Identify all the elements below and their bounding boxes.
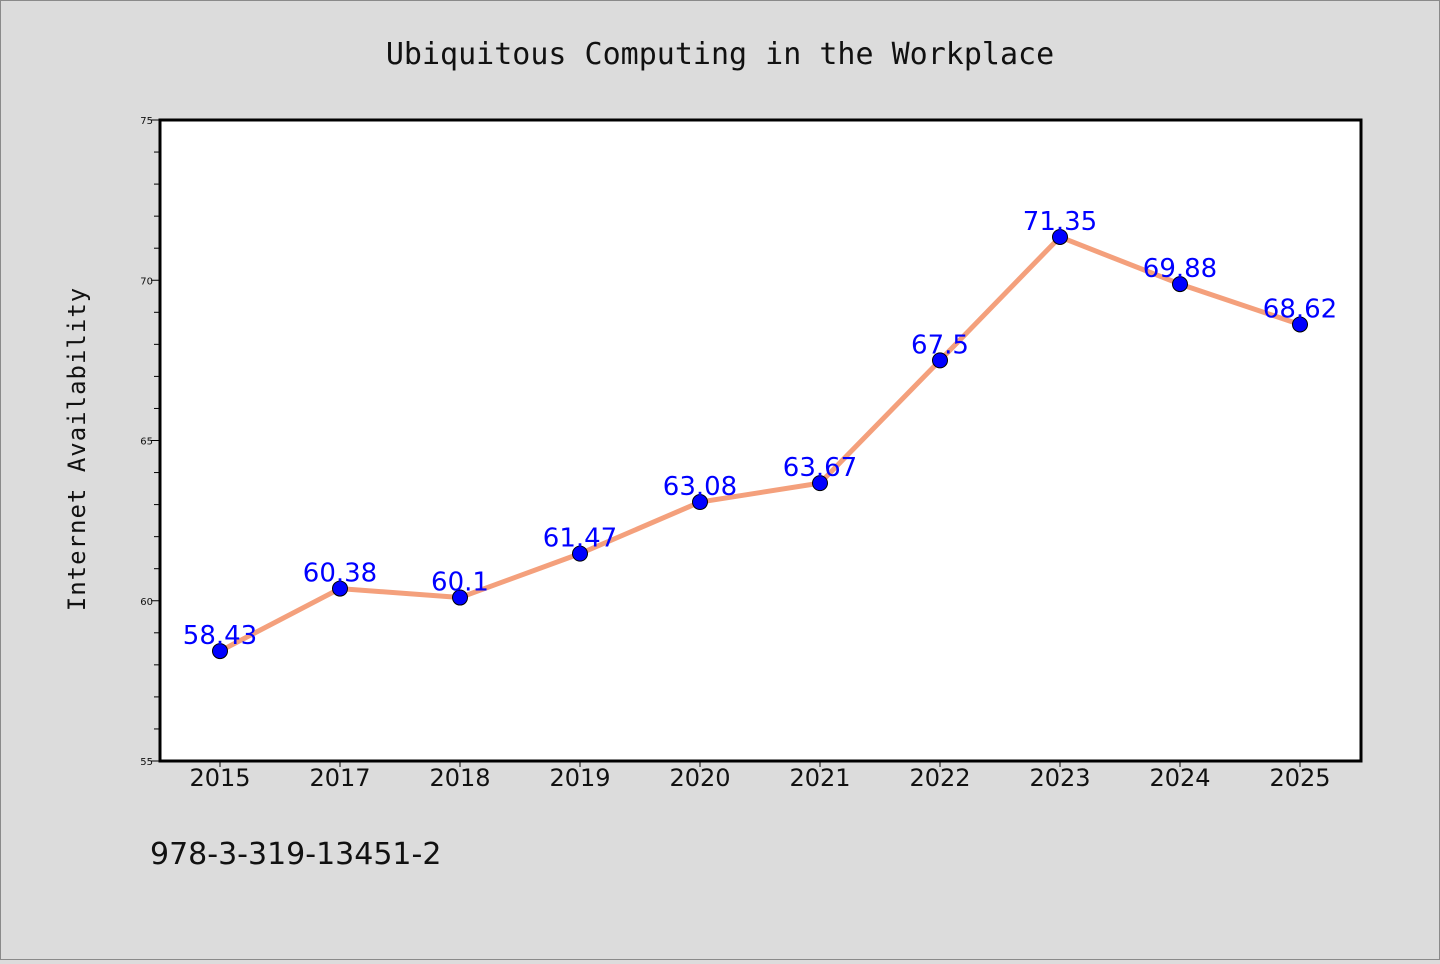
x-tick-label: 2024 [1149, 764, 1210, 792]
y-tick-label: 70 [140, 276, 153, 287]
x-tick-label: 2025 [1269, 764, 1330, 792]
data-point [1172, 276, 1188, 293]
data-label: 68.62 [1263, 294, 1337, 324]
data-point [332, 580, 348, 597]
data-point [452, 589, 468, 606]
x-axis: 2015 2017 2018 2019 2020 2021 2022 2023 2024 2025 [189, 761, 1331, 792]
data-label: 63.08 [663, 472, 737, 502]
y-tick-label: 75 [140, 116, 153, 127]
plot-frame [158, 118, 1363, 763]
data-label: 71.35 [1023, 207, 1097, 237]
data-label: 60.38 [303, 559, 377, 589]
x-tick-label: 2018 [429, 764, 490, 792]
series-line [217, 234, 1303, 654]
data-point [212, 643, 228, 660]
data-point [932, 352, 948, 369]
data-label: 69.88 [1143, 254, 1217, 284]
data-point [1292, 316, 1308, 333]
x-tick-label: 2017 [309, 764, 370, 792]
y-axis-label: Internet Availability [63, 287, 91, 611]
y-tick-label: 55 [140, 757, 153, 768]
x-tick-label: 2020 [669, 764, 730, 792]
series-group [212, 228, 1308, 660]
footer-isbn: 978-3-319-13451-2 [150, 837, 441, 872]
data-label: 61.47 [543, 524, 617, 554]
data-point [1052, 228, 1068, 245]
data-label-group: 58.43 60.38 60.1 61.47 63.08 63.67 67.5 71.35 69… [183, 207, 1337, 651]
data-point [572, 545, 588, 562]
y-axis: 55 60 65 70 75 [140, 116, 160, 768]
data-label: 63.67 [783, 453, 857, 483]
y-tick-label: 60 [140, 597, 153, 608]
y-tick-label: 65 [140, 437, 153, 448]
data-label: 58.43 [183, 621, 257, 651]
chart-title: Ubiquitous Computing in the Workplace [386, 37, 1054, 72]
data-label: 67.5 [911, 330, 969, 360]
x-tick-label: 2019 [549, 764, 610, 792]
x-tick-label: 2023 [1029, 764, 1090, 792]
x-tick-label: 2022 [909, 764, 970, 792]
data-point [692, 494, 708, 511]
x-tick-label: 2015 [189, 764, 250, 792]
data-label: 60.1 [431, 568, 489, 598]
x-tick-label: 2021 [789, 764, 850, 792]
plot-area [160, 120, 1361, 761]
data-point [812, 475, 828, 492]
